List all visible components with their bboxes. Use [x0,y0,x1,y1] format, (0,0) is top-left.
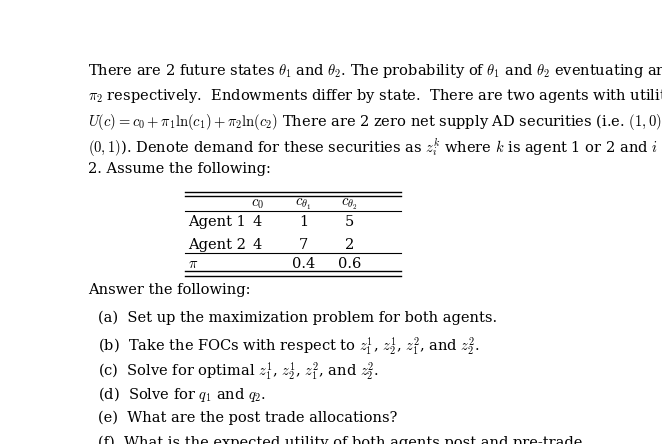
Text: $c_{\theta_1}$: $c_{\theta_1}$ [295,197,311,212]
Text: Answer the following:: Answer the following: [88,283,250,297]
Text: (e)  What are the post trade allocations?: (e) What are the post trade allocations? [98,410,397,424]
Text: 7: 7 [299,238,308,253]
Text: 4: 4 [253,215,261,229]
Text: (b)  Take the FOCs with respect to $z_1^1$, $z_2^1$, $z_1^2$, and $z_2^2$.: (b) Take the FOCs with respect to $z_1^1… [98,335,480,357]
Text: $c_0$: $c_0$ [251,198,263,211]
Text: 4: 4 [253,238,261,253]
Text: 1: 1 [299,215,308,229]
Text: $(0,1)$). Denote demand for these securities as $z_i^k$ where $k$ is agent 1 or : $(0,1)$). Denote demand for these securi… [88,137,662,159]
Text: 5: 5 [345,215,354,229]
Text: (f)  What is the expected utility of both agents post and pre-trade.: (f) What is the expected utility of both… [98,435,587,444]
Text: There are 2 future states $\theta_1$ and $\theta_2$. The probability of $\theta_: There are 2 future states $\theta_1$ and… [88,62,662,80]
Text: 2: 2 [345,238,354,253]
Text: 2. Assume the following:: 2. Assume the following: [88,162,271,176]
Text: Agent 2: Agent 2 [188,238,246,253]
Text: $\pi_2$ respectively.  Endowments differ by state.  There are two agents with ut: $\pi_2$ respectively. Endowments differ … [88,87,662,105]
Text: $\pi$: $\pi$ [188,257,198,270]
Text: 0.4: 0.4 [292,257,315,270]
Text: (d)  Solve for $q_1$ and $q_2$.: (d) Solve for $q_1$ and $q_2$. [98,385,266,404]
Text: (a)  Set up the maximization problem for both agents.: (a) Set up the maximization problem for … [98,310,497,325]
Text: 0.6: 0.6 [338,257,361,270]
Text: $U(c) = c_0 + \pi_1 \ln(c_1) + \pi_2 \ln(c_2)$ There are 2 zero net supply AD se: $U(c) = c_0 + \pi_1 \ln(c_1) + \pi_2 \ln… [88,112,662,132]
Text: (c)  Solve for optimal $z_1^1$, $z_2^1$, $z_1^2$, and $z_2^2$.: (c) Solve for optimal $z_1^1$, $z_2^1$, … [98,360,379,382]
Text: $c_{\theta_2}$: $c_{\theta_2}$ [342,197,357,212]
Text: Agent 1: Agent 1 [188,215,246,229]
